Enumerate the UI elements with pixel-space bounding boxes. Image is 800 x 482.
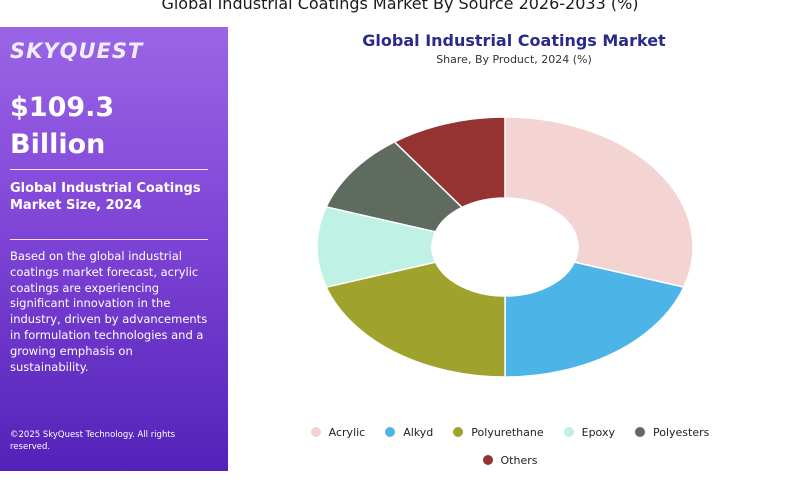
divider <box>10 169 208 170</box>
legend-label: Epoxy <box>581 425 615 439</box>
legend-item-others: Others <box>482 453 538 467</box>
legend-swatch <box>482 455 493 465</box>
page-heading: Global Industrial Coatings Market By Sou… <box>161 0 639 13</box>
slice-acrylic <box>504 116 694 289</box>
legend-item-epoxy: Epoxy <box>563 425 615 439</box>
legend-row: Acrylic Alkyd Polyurethane Epoxy Polyesters <box>260 425 760 439</box>
copyright-notice: ©2025 SkyQuest Technology. All rights re… <box>10 430 176 452</box>
legend-label: Alkyd <box>403 425 434 439</box>
market-size-amount: $109.3 <box>10 92 115 123</box>
legend-label: Others <box>500 453 538 467</box>
legend-row: Others <box>260 453 760 467</box>
legend-item-polyurethane: Polyurethane <box>453 425 544 439</box>
legend-swatch <box>453 427 464 437</box>
market-size-label: Global Industrial Coatings Market Size, … <box>10 181 201 213</box>
legend-swatch <box>563 427 574 437</box>
market-size-unit: Billion <box>10 129 106 160</box>
donut-chart <box>316 116 694 378</box>
legend-item-alkyd: Alkyd <box>385 426 433 439</box>
legend-label: Polyesters <box>652 425 710 439</box>
chart-subtitle: Share, By Product, 2024 (%) <box>436 53 592 66</box>
legend-swatch <box>310 427 321 437</box>
legend-swatch <box>385 427 396 437</box>
slice-polyurethane <box>325 261 506 378</box>
legend-swatch <box>634 427 645 437</box>
market-size-value: $109.3 Billion <box>10 89 210 163</box>
legend-label: Acrylic <box>328 425 366 439</box>
summary-panel: SKYQUEST $109.3 Billion Global Industria… <box>0 27 228 471</box>
legend-item-acrylic: Acrylic <box>310 425 366 439</box>
market-description: Based on the global industrial coatings … <box>10 249 208 374</box>
legend-label: Polyurethane <box>471 425 544 439</box>
chart-title: Global Industrial Coatings Market <box>362 31 666 50</box>
slice-alkyd <box>504 261 685 378</box>
brand-logo: SKYQUEST <box>10 39 144 63</box>
slice-others <box>393 116 506 209</box>
legend-item-polyesters: Polyesters <box>634 425 710 439</box>
divider <box>10 239 208 240</box>
chart-legend: Acrylic Alkyd Polyurethane Epoxy Polyesters … <box>260 426 760 482</box>
